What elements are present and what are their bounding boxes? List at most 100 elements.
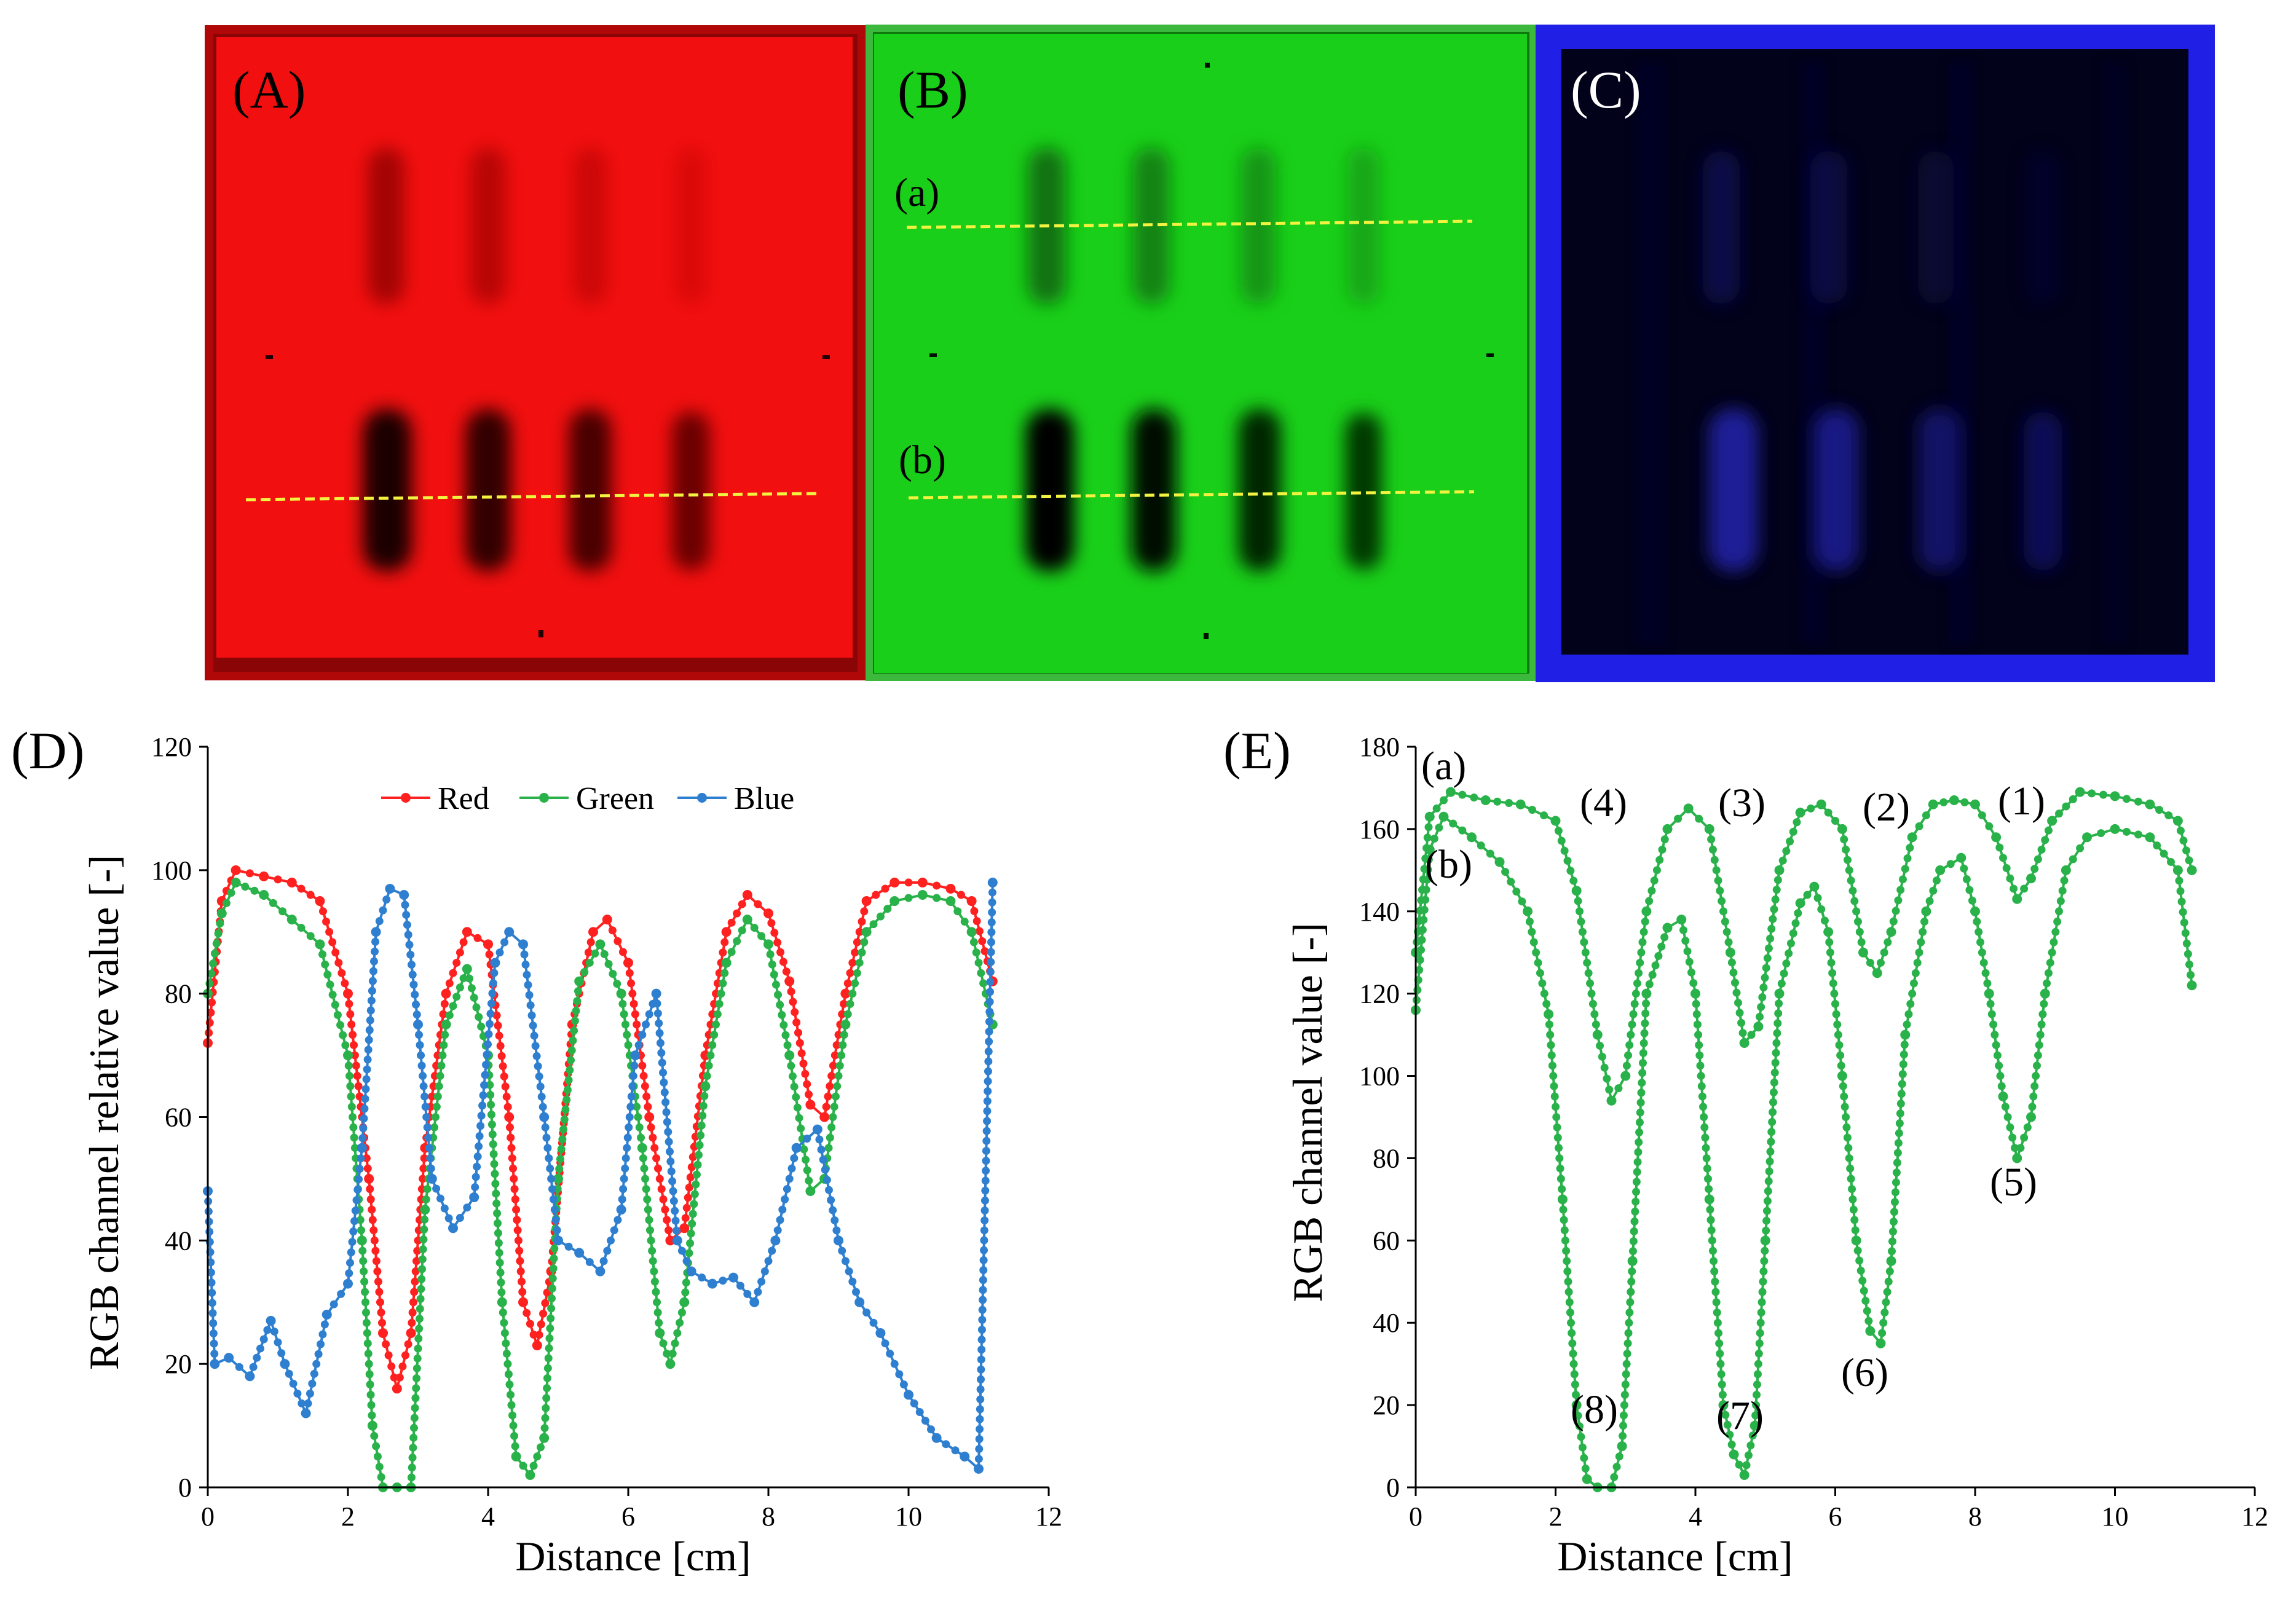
chartE-data-point: [1827, 958, 1836, 967]
chartD-data-point: [977, 1355, 985, 1364]
chartE-data-point: [1701, 1133, 1710, 1142]
chartD-data-point: [363, 1065, 371, 1074]
chartD-data-point: [205, 979, 214, 988]
chartD-data-point: [978, 937, 987, 945]
chartD-data-point: [505, 1380, 514, 1389]
chartD-data-point: [708, 1041, 717, 1049]
chartD-data-point: [980, 1236, 988, 1245]
chartE-data-point: [1795, 898, 1805, 908]
chartE-data-point: [1782, 847, 1791, 856]
chartD-data-point: [700, 1081, 711, 1092]
chartD-data-point: [733, 909, 741, 918]
chartE-data-point: [1848, 1185, 1856, 1194]
chartE-data-point: [1467, 832, 1477, 843]
chartD-data-point: [473, 1152, 482, 1161]
chartE-data-point: [1571, 1400, 1582, 1411]
chartD-data-point: [557, 1145, 566, 1154]
chartD-data-point: [717, 990, 725, 998]
chartD-data-point: [665, 1147, 674, 1156]
chartD-data-point: [499, 1308, 507, 1317]
chartD-data-point: [876, 912, 885, 921]
chartE-data-point: [1685, 958, 1694, 966]
chartD-data-point: [421, 1103, 430, 1111]
chartD-data-point: [890, 1360, 899, 1368]
chartD-data-point: [585, 1258, 594, 1266]
chartD-data-point: [942, 1440, 950, 1449]
chartD-data-point: [361, 1288, 369, 1296]
chartE-data-point: [1917, 938, 1925, 947]
chartD-data-point: [419, 1082, 428, 1090]
chartE-data-point: [1998, 1092, 2008, 1102]
chartD-data-point: [542, 1394, 551, 1403]
chartE-data-point: [2153, 841, 2161, 850]
chartD-data-point: [700, 1092, 709, 1100]
chartD-data-point: [821, 1165, 829, 1174]
chartD-data-point: [974, 1455, 983, 1463]
chartE-data-point: [1622, 1370, 1630, 1379]
chartD-data-point: [520, 950, 529, 959]
chartE-data-point: [1627, 1288, 1635, 1296]
chartD-data-point: [608, 926, 617, 935]
chartE-data-point: [1894, 896, 1903, 905]
chartE-data-point: [1729, 1449, 1739, 1460]
chartD-data-point: [580, 968, 589, 977]
chartD-data-point: [416, 1294, 425, 1303]
chartD-data-point: [420, 1092, 429, 1101]
chartD-data-point: [975, 1435, 984, 1443]
chartE-data-point: [1840, 835, 1848, 844]
chartD-data-point: [298, 1399, 306, 1407]
chartD-data-point: [620, 1010, 628, 1018]
chartD-data-point: [543, 1384, 551, 1393]
chartD-data-point: [647, 1123, 655, 1132]
chartD-data-point: [395, 1373, 404, 1382]
annotation-3: (3): [1718, 781, 1765, 825]
chartE-data-point: [1494, 857, 1505, 867]
legend-red-marker: [401, 793, 411, 803]
chartD-data-point: [621, 1020, 629, 1029]
chartD-data-point: [677, 1246, 686, 1255]
chartE-data-point: [1430, 835, 1438, 843]
chartE-data-point: [1761, 1246, 1769, 1255]
chartE-data-point: [1702, 1154, 1711, 1162]
chartD-data-point: [207, 1009, 215, 1017]
chartD-data-point: [655, 1019, 663, 1028]
chartD-data-point: [558, 1135, 567, 1144]
chartE-data-point: [1844, 1144, 1853, 1152]
chartE-data-point: [1576, 907, 1584, 916]
chartD-data-point: [645, 1226, 654, 1235]
chartE-x-tick-label: 4: [1689, 1502, 1702, 1532]
chartE-data-point: [1550, 816, 1561, 826]
chartE-data-point: [1757, 1308, 1765, 1317]
chartE-data-point: [1770, 1068, 1779, 1077]
chartE-data-point: [1803, 891, 1812, 899]
chartD-data-point: [548, 1284, 556, 1293]
chartE-y-tick-label: 40: [1373, 1308, 1400, 1338]
chartD-data-point: [572, 1007, 580, 1015]
chartD-data-point: [619, 1185, 628, 1194]
chartE-data-point: [1603, 1074, 1611, 1083]
chartD-data-point: [525, 991, 534, 999]
chartD-data-point: [533, 1452, 542, 1461]
chartE-data-point: [1915, 822, 1923, 830]
chartE-data-point: [1965, 886, 1974, 894]
chartD-data-point: [366, 1390, 375, 1399]
chartE-data-point: [1651, 961, 1660, 970]
chartD-data-point: [655, 1175, 664, 1183]
chartD-data-point: [975, 927, 984, 935]
chartD-data-point: [471, 1173, 480, 1181]
chartE-data-point: [1766, 1147, 1775, 1156]
chartE-data-point: [1529, 938, 1538, 947]
chartD-data-point: [352, 1196, 361, 1205]
chartE-data-point: [1704, 824, 1714, 834]
chartE-data-point: [2029, 1092, 2038, 1101]
chartE-data-point: [1891, 1188, 1900, 1197]
chartE-data-point: [1752, 1401, 1761, 1409]
chartE-data-point: [1899, 1060, 1907, 1069]
chartD-data-point: [982, 1136, 991, 1145]
chartE-data-point: [2176, 887, 2185, 895]
chartD-data-point: [976, 1425, 984, 1433]
chartD-data-point: [657, 1185, 666, 1194]
chartD-data-point: [602, 915, 612, 925]
chartE-data-point: [2099, 790, 2108, 799]
chartE-data-point: [1486, 849, 1494, 858]
